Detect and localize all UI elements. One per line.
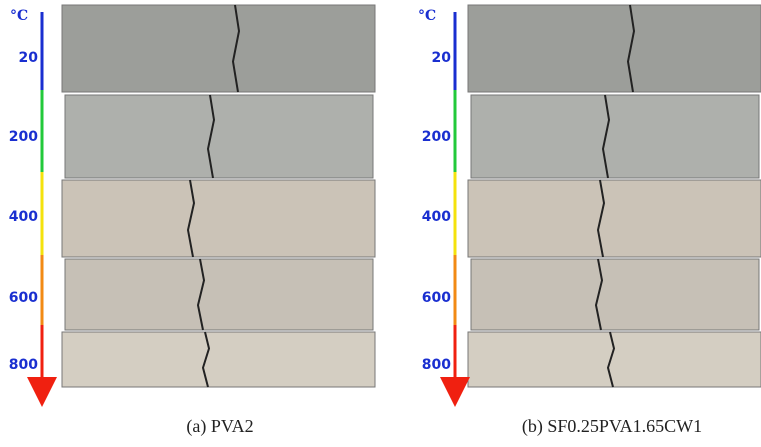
tick-label: 20 <box>19 50 39 66</box>
tick-label: 20 <box>432 50 452 66</box>
specimen <box>62 5 375 92</box>
caption: (b) SF0.25PVA1.65CW1 <box>522 416 702 437</box>
tick-label: 400 <box>422 209 451 225</box>
unit-label: °C <box>418 8 436 24</box>
unit-label: °C <box>10 8 28 24</box>
specimen <box>468 180 761 257</box>
tick-label: 200 <box>422 129 451 145</box>
tick-label: 600 <box>422 290 451 306</box>
figure: °C 20 200 400 600 800 (a) PVA2 °C 20 200 400 600 800… <box>0 0 761 447</box>
caption: (a) PVA2 <box>186 416 253 437</box>
specimen <box>65 95 373 178</box>
specimen <box>468 5 761 92</box>
tick-label: 800 <box>9 357 38 373</box>
tick-label: 600 <box>9 290 38 306</box>
specimen <box>65 259 373 330</box>
specimen <box>62 332 375 387</box>
specimen <box>468 332 761 387</box>
tick-label: 800 <box>422 357 451 373</box>
tick-label: 400 <box>9 209 38 225</box>
tick-label: 200 <box>9 129 38 145</box>
specimen <box>471 259 759 330</box>
specimen <box>471 95 759 178</box>
specimen <box>62 180 375 257</box>
